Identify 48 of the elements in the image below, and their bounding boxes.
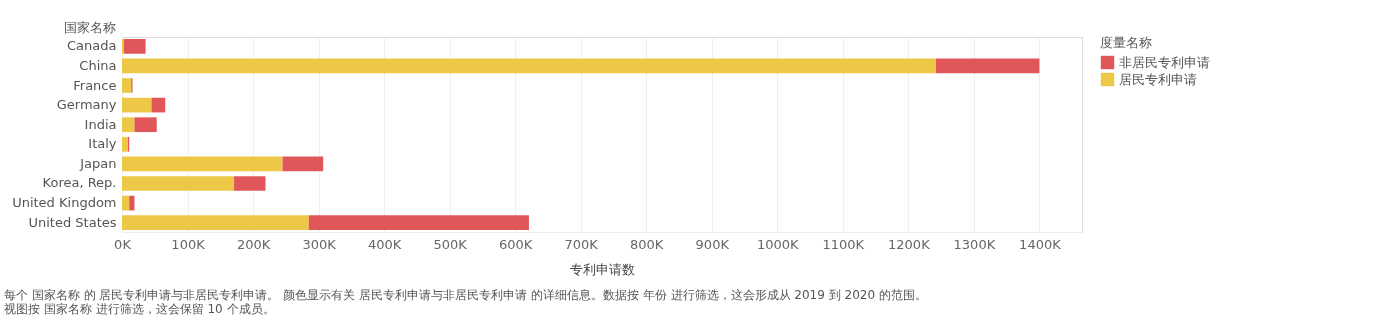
bar <box>122 78 132 93</box>
x-tick-label: 200K <box>236 236 271 252</box>
y-tick-label: India <box>84 116 117 132</box>
legend-label: 居民专利申请 <box>1119 71 1197 87</box>
y-tick-label: United States <box>28 214 117 230</box>
x-tick-label: 1400K <box>1019 236 1062 252</box>
legend-label: 非居民专利申请 <box>1119 54 1210 70</box>
y-tick-label: Canada <box>67 38 117 54</box>
y-axis-title: 国家名称 <box>64 20 116 35</box>
x-tick-label: 1000K <box>756 236 800 252</box>
legend-title: 度量名称 <box>1100 35 1152 50</box>
text: 每个 国家名称 的 居民专利申请与非居民专利申请。 颜色显示有关 居民专利申请与非居民专利申请 的详细信息。数据按 年份 进行筛选，这会形成从 2019 到 2020 的范围。视图按 国家名称 进行筛选，这会保留 10 个成员。 <box>4 288 927 316</box>
bar <box>129 195 135 211</box>
bar <box>122 195 130 211</box>
x-axis-title: 专利申请数 <box>570 261 635 277</box>
bar <box>935 58 1040 74</box>
y-tick-label: Japan <box>79 155 117 171</box>
x-tick-label: 700K <box>564 236 599 252</box>
bar <box>123 38 146 54</box>
bar <box>308 215 529 231</box>
y-tick-label: United Kingdom <box>12 195 117 211</box>
x-tick-label: 400K <box>367 236 402 252</box>
x-tick-label: 1100K <box>822 236 865 252</box>
x-tick-label: 500K <box>433 236 468 252</box>
bar <box>151 97 166 113</box>
bar <box>122 176 235 191</box>
x-tick-label: 0K <box>114 236 132 252</box>
bar <box>122 58 936 74</box>
x-tick-label: 300K <box>302 236 337 252</box>
y-tick-label: China <box>79 57 117 73</box>
x-tick-label: 900K <box>695 236 730 252</box>
x-tick-label: 800K <box>630 236 664 252</box>
bar <box>122 215 309 231</box>
bar <box>234 176 266 191</box>
bar <box>122 136 128 152</box>
bar <box>282 156 324 172</box>
x-tick-label: 1200K <box>888 236 931 252</box>
y-tick-label: France <box>73 77 117 93</box>
bar <box>122 156 283 172</box>
y-tick-label: Germany <box>56 97 117 113</box>
bar <box>134 117 157 133</box>
x-tick-label: 100K <box>171 236 206 252</box>
x-tick-label: 600K <box>499 236 533 252</box>
y-tick-label: Italy <box>88 136 117 152</box>
bar <box>122 117 135 133</box>
y-tick-label: Korea, Rep. <box>42 175 117 191</box>
x-tick-label: 1300K <box>953 236 996 252</box>
bar <box>122 97 152 113</box>
